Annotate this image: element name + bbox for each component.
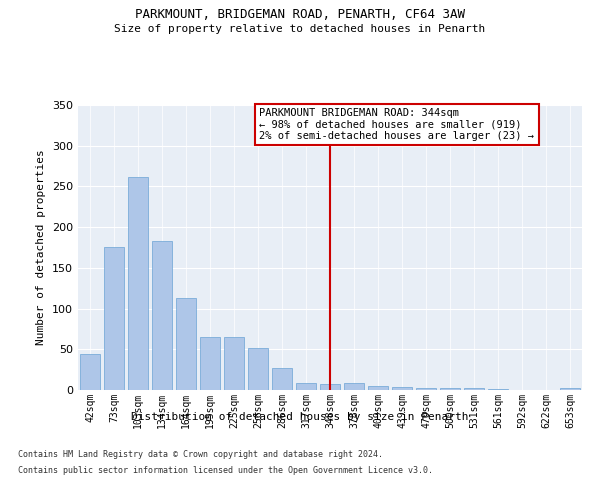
Bar: [344, 382, 364, 390]
Bar: [560, 388, 580, 390]
Bar: [464, 388, 484, 390]
Bar: [440, 388, 460, 390]
Bar: [272, 368, 292, 390]
Bar: [416, 388, 436, 390]
Bar: [248, 348, 268, 390]
Bar: [128, 178, 148, 390]
Text: Size of property relative to detached houses in Penarth: Size of property relative to detached ho…: [115, 24, 485, 34]
Bar: [296, 384, 316, 390]
Bar: [176, 298, 196, 390]
Bar: [80, 354, 100, 390]
Text: Distribution of detached houses by size in Penarth: Distribution of detached houses by size …: [131, 412, 469, 422]
Bar: [104, 246, 124, 390]
Bar: [320, 384, 340, 390]
Text: Contains HM Land Registry data © Crown copyright and database right 2024.: Contains HM Land Registry data © Crown c…: [18, 450, 383, 459]
Bar: [488, 389, 508, 390]
Bar: [200, 337, 220, 390]
Text: PARKMOUNT, BRIDGEMAN ROAD, PENARTH, CF64 3AW: PARKMOUNT, BRIDGEMAN ROAD, PENARTH, CF64…: [135, 8, 465, 20]
Text: Contains public sector information licensed under the Open Government Licence v3: Contains public sector information licen…: [18, 466, 433, 475]
Text: PARKMOUNT BRIDGEMAN ROAD: 344sqm
← 98% of detached houses are smaller (919)
2% o: PARKMOUNT BRIDGEMAN ROAD: 344sqm ← 98% o…: [259, 108, 535, 141]
Bar: [224, 337, 244, 390]
Bar: [368, 386, 388, 390]
Bar: [392, 386, 412, 390]
Bar: [152, 241, 172, 390]
Y-axis label: Number of detached properties: Number of detached properties: [37, 150, 46, 346]
